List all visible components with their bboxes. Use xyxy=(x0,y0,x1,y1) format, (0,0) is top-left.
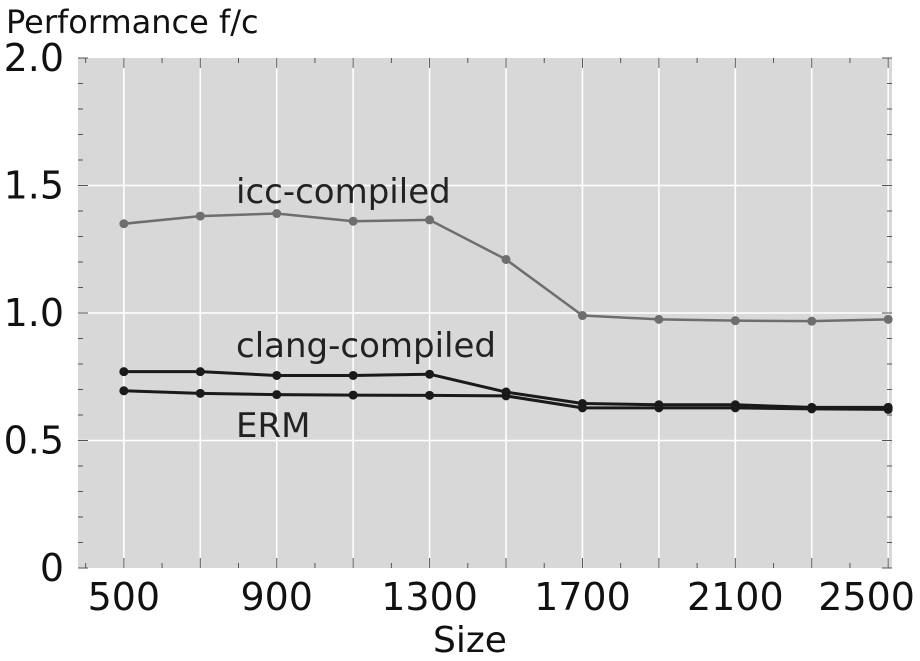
series-group xyxy=(119,209,893,414)
data-point xyxy=(654,403,664,413)
data-point xyxy=(425,390,435,400)
data-point xyxy=(577,311,587,321)
data-point xyxy=(119,386,129,396)
y-tick-label: 0 xyxy=(40,546,64,590)
data-point xyxy=(501,391,511,401)
data-point xyxy=(730,316,740,326)
data-point xyxy=(425,215,435,225)
data-point xyxy=(348,390,358,400)
x-axis-label: Size xyxy=(433,620,507,661)
data-point xyxy=(501,254,511,264)
x-tick-label: 2100 xyxy=(687,575,784,619)
data-point xyxy=(577,403,587,413)
x-tick-label: 1300 xyxy=(381,575,478,619)
series-label-erm: ERM xyxy=(236,406,310,446)
data-point xyxy=(272,209,282,219)
y-tick-label: 0.5 xyxy=(4,419,64,463)
data-point xyxy=(119,219,129,229)
data-point xyxy=(272,390,282,400)
y-tick-label: 1.0 xyxy=(4,291,64,335)
data-point xyxy=(730,403,740,413)
data-point xyxy=(348,216,358,226)
data-point xyxy=(425,369,435,379)
x-tick-label: 900 xyxy=(240,575,313,619)
series-label-icc-compiled: icc-compiled xyxy=(236,172,451,212)
data-point xyxy=(807,316,817,326)
data-point xyxy=(195,388,205,398)
data-point xyxy=(883,314,893,324)
x-tick-label: 2500 xyxy=(818,575,915,619)
data-point xyxy=(119,367,129,377)
data-point xyxy=(807,404,817,414)
grid-lines xyxy=(78,58,892,568)
data-point xyxy=(348,370,358,380)
axis-ticks xyxy=(78,57,892,569)
series-label-clang-compiled: clang-compiled xyxy=(236,326,496,366)
data-point xyxy=(883,404,893,414)
x-tick-labels: 500 900 1300 1700 2100 2500 xyxy=(88,575,915,619)
data-point xyxy=(272,370,282,380)
x-tick-label: 500 xyxy=(88,575,161,619)
data-point xyxy=(195,211,205,221)
y-axis-label: Performance f/c xyxy=(6,3,259,41)
y-tick-label: 1.5 xyxy=(4,164,64,208)
y-tick-labels: 0 0.5 1.0 1.5 2.0 xyxy=(4,36,64,590)
x-tick-label: 1700 xyxy=(534,575,631,619)
y-tick-label: 2.0 xyxy=(4,36,64,80)
data-point xyxy=(195,367,205,377)
data-point xyxy=(654,314,664,324)
